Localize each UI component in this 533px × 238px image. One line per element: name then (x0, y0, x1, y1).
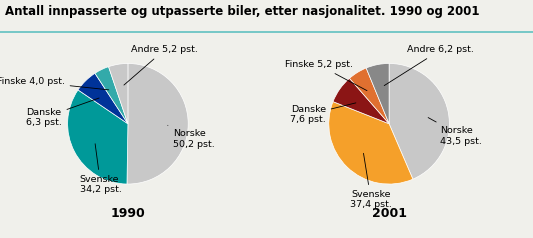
Text: Svenske
34,2 pst.: Svenske 34,2 pst. (80, 144, 122, 194)
Text: Andre 5,2 pst.: Andre 5,2 pst. (124, 45, 198, 85)
Text: Danske
7,6 pst.: Danske 7,6 pst. (290, 103, 356, 124)
Wedge shape (127, 64, 188, 184)
Text: Norske
50,2 pst.: Norske 50,2 pst. (168, 125, 215, 149)
Text: Finske 4,0 pst.: Finske 4,0 pst. (0, 77, 109, 90)
Wedge shape (68, 90, 128, 184)
Wedge shape (350, 68, 389, 124)
Wedge shape (78, 73, 128, 124)
Wedge shape (95, 67, 128, 124)
Text: Norske
43,5 pst.: Norske 43,5 pst. (428, 118, 482, 145)
Text: Svenske
37,4 pst.: Svenske 37,4 pst. (350, 153, 392, 209)
Wedge shape (389, 64, 449, 179)
Text: Finske 5,2 pst.: Finske 5,2 pst. (285, 60, 367, 91)
Text: Antall innpasserte og utpasserte biler, etter nasjonalitet. 1990 og 2001: Antall innpasserte og utpasserte biler, … (5, 5, 480, 18)
Wedge shape (329, 102, 413, 184)
Text: 2001: 2001 (372, 207, 407, 220)
Text: 1990: 1990 (110, 207, 146, 220)
Wedge shape (333, 78, 389, 124)
Wedge shape (366, 64, 389, 124)
Wedge shape (109, 64, 128, 124)
Text: Andre 6,2 pst.: Andre 6,2 pst. (384, 45, 474, 86)
Text: Danske
6,3 pst.: Danske 6,3 pst. (26, 98, 99, 127)
